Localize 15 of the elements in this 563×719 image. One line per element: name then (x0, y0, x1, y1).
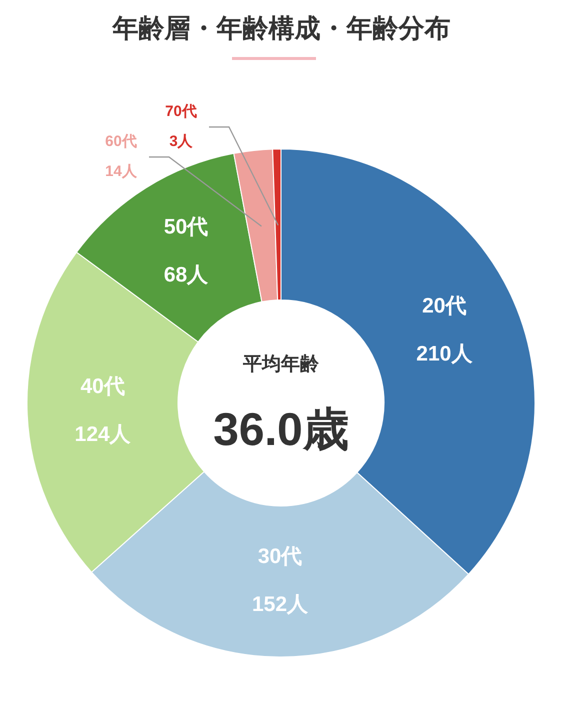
slice-label: 20代 (422, 294, 466, 318)
slice-label: 40代 (80, 374, 125, 398)
data-label: 68人 (164, 263, 210, 286)
chart-title: 年齢層・年齢構成・年齢分布 (112, 12, 450, 43)
slice-label: 30代 (258, 545, 302, 568)
slice-label: 70代 (165, 102, 197, 120)
text: 平均年齢 (242, 354, 320, 376)
slice-label: 50代 (164, 215, 208, 238)
data-label: 124人 (74, 422, 132, 446)
data-label: 210人 (416, 342, 474, 366)
data-label: 14人 (105, 162, 138, 180)
slice-label: 60代 (105, 132, 137, 150)
data-label: 3人 (169, 132, 194, 150)
text: 36.0歳 (213, 403, 349, 456)
data-label: 152人 (252, 593, 310, 616)
